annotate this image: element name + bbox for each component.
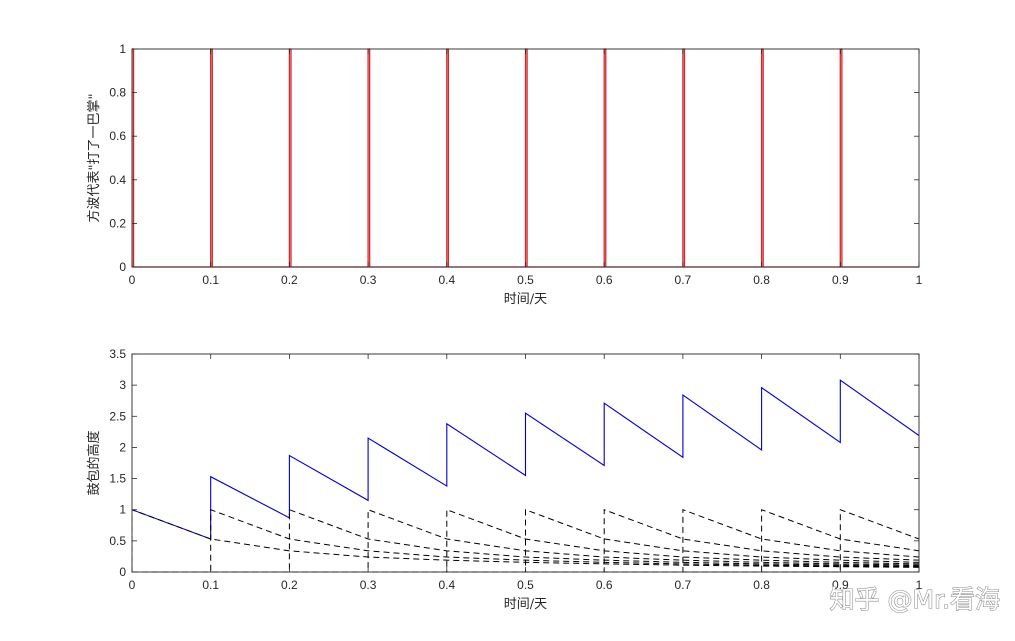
- x-tick-label: 0.9: [832, 578, 849, 592]
- impulse-response-line-8: [132, 508, 919, 573]
- y-tick-label: 0.6: [109, 129, 126, 143]
- watermark: 知乎 @Mr.看海: [830, 585, 1000, 614]
- y-tick-label: 0.8: [109, 86, 126, 100]
- x-tick-label: 1: [916, 273, 923, 287]
- impulse-response-line-1: [132, 508, 919, 573]
- y-tick-label: 0.5: [109, 534, 126, 548]
- y-tick-label: 0.2: [109, 216, 126, 230]
- bottom-bump-height-chart: 0 0.1 0.2 0.3 0.4 0.5 0.6 0.7 0.8 0.9 1 0 0.5 1 1.5 2 2.…: [86, 347, 923, 612]
- x-tick-label: 0.1: [202, 273, 219, 287]
- impulse-response-line-5: [132, 508, 919, 573]
- x-tick-label: 0.2: [281, 273, 298, 287]
- y-tick-label: 1: [119, 503, 126, 517]
- x-tick-label: 0: [129, 273, 136, 287]
- x-tick-label: 0.6: [596, 273, 613, 287]
- x-tick-label: 0.2: [281, 578, 298, 592]
- y-tick-label: 2.5: [109, 409, 126, 423]
- impulse-response-line-3: [132, 508, 919, 573]
- bump-height-sum-line: [132, 379, 919, 540]
- x-axis-label: 时间/天: [504, 292, 547, 307]
- y-tick-label: 1.5: [109, 472, 126, 486]
- x-tick-label: 0.3: [360, 578, 377, 592]
- x-tick-label: 0.9: [832, 273, 849, 287]
- x-tick-label: 0.1: [202, 578, 219, 592]
- x-tick-label: 0.7: [675, 578, 692, 592]
- x-tick-label: 0.8: [753, 273, 770, 287]
- y-tick-label: 0.4: [109, 173, 126, 187]
- y-tick-label: 3.5: [109, 347, 126, 361]
- y-axis-label: 方波代表"打了一巴掌": [86, 94, 102, 223]
- x-tick-label: 0.3: [360, 273, 377, 287]
- x-tick-label: 0.5: [517, 578, 534, 592]
- impulse-response-line-0: [132, 509, 919, 572]
- y-tick-label: 0: [119, 260, 126, 274]
- x-tick-label: 0: [129, 578, 136, 592]
- x-tick-label: 0.4: [438, 578, 455, 592]
- top-square-wave-chart: 0 0.1 0.2 0.3 0.4 0.5 0.6 0.7 0.8 0.9 1 0 0.2 0.4 0.6 0…: [86, 42, 923, 307]
- y-tick-label: 3: [119, 378, 126, 392]
- x-tick-label: 1: [916, 578, 923, 592]
- impulse-response-line-2: [132, 508, 919, 573]
- x-tick-label: 0.5: [517, 273, 534, 287]
- y-axis-label: 鼓包的高度: [86, 430, 102, 495]
- x-tick-label: 0.8: [753, 578, 770, 592]
- y-tick-label: 2: [119, 440, 126, 454]
- x-tick-label: 0.6: [596, 578, 613, 592]
- y-tick-label: 1: [119, 42, 126, 56]
- y-tick-label: 0: [119, 565, 126, 579]
- x-axis-label: 时间/天: [504, 597, 547, 612]
- x-tick-label: 0.7: [675, 273, 692, 287]
- x-tick-label: 0.4: [438, 273, 455, 287]
- impulse-response-line-7: [132, 508, 919, 573]
